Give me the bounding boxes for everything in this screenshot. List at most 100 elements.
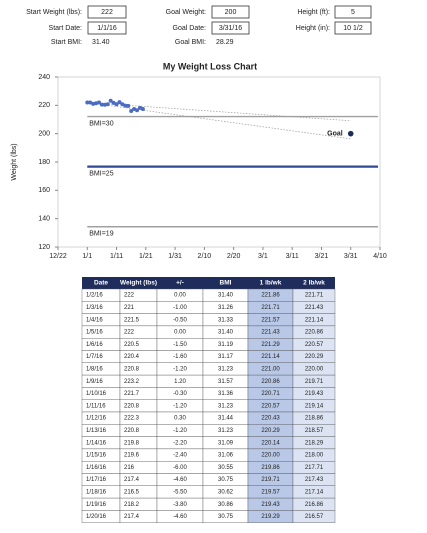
x-tick-label: 1/21 bbox=[139, 253, 153, 260]
weight-point bbox=[85, 100, 90, 105]
table-cell-text: 216.57 bbox=[305, 514, 324, 520]
y-tick-label: 200 bbox=[38, 131, 50, 138]
chart-title: My Weight Loss Chart bbox=[163, 61, 257, 71]
weight-point bbox=[129, 109, 134, 113]
table-cell-text: 1/20/16 bbox=[86, 514, 107, 520]
table-cell-text: 216 bbox=[124, 465, 135, 471]
table-cell-text: 0.30 bbox=[174, 416, 186, 422]
table-cell-text: 218.86 bbox=[305, 416, 324, 422]
table-cell-text: 1/16/16 bbox=[86, 465, 107, 471]
input-value: 28.29 bbox=[216, 39, 234, 46]
weight-point bbox=[114, 102, 119, 107]
table-header-cell: Weight (lbs) bbox=[120, 280, 157, 287]
input-box bbox=[211, 5, 250, 19]
table-cell-text: 1/18/16 bbox=[86, 490, 107, 496]
table-cell-text: 1/3/16 bbox=[86, 305, 103, 311]
table-cell-text: -1.20 bbox=[173, 428, 187, 434]
table-cell-text: 218.57 bbox=[305, 428, 324, 434]
weight-point bbox=[126, 103, 131, 108]
y-tick-label: 120 bbox=[38, 244, 50, 251]
table-cell-text: 221.7 bbox=[124, 391, 140, 397]
table-cell-text: 30.55 bbox=[218, 465, 234, 471]
table-cell-text: 220.86 bbox=[261, 379, 280, 385]
table-cell-text: 30.86 bbox=[218, 502, 234, 508]
input-value: 31.40 bbox=[92, 39, 110, 46]
table-cell-text: 31.57 bbox=[218, 379, 234, 385]
table-cell-text: 31.44 bbox=[218, 416, 234, 422]
goal-label: Goal bbox=[327, 131, 343, 138]
table-cell-text: -1.20 bbox=[173, 367, 187, 373]
weight-point bbox=[135, 108, 140, 113]
table-cell-text: -1.50 bbox=[173, 342, 187, 348]
table-cell-text: 219.8 bbox=[124, 440, 140, 446]
table-cell-text: 1/7/16 bbox=[86, 354, 103, 360]
table-cell-text: 30.75 bbox=[218, 514, 234, 520]
table-cell-text: 221.14 bbox=[305, 317, 324, 323]
table-cell-text: 219.14 bbox=[305, 403, 324, 409]
table-cell-text: 220.8 bbox=[124, 367, 140, 373]
table-cell-text: 220.86 bbox=[305, 330, 324, 336]
x-tick-label: 2/20 bbox=[227, 253, 241, 260]
table-cell-text: -6.00 bbox=[173, 465, 187, 471]
table-cell-text: 222.3 bbox=[124, 416, 140, 422]
x-tick-label: 3/1 bbox=[258, 253, 268, 260]
table-cell-text: 31.26 bbox=[218, 305, 234, 311]
table-cell-text: 219.43 bbox=[305, 391, 324, 397]
goal-point bbox=[347, 130, 354, 137]
table-cell-text: 1/13/16 bbox=[86, 428, 107, 434]
table-cell-text: -1.00 bbox=[173, 305, 187, 311]
table-cell-text: 31.19 bbox=[218, 342, 234, 348]
weight-point bbox=[99, 102, 104, 107]
table-cell-text: 220.5 bbox=[124, 342, 140, 348]
table-cell-text: 30.62 bbox=[218, 490, 234, 496]
table-cell-text: -3.80 bbox=[173, 502, 187, 508]
table-cell-text: 31.23 bbox=[218, 367, 234, 373]
table-cell-text: 31.40 bbox=[218, 293, 234, 299]
input-label: Height (ft): bbox=[297, 9, 330, 16]
table-header-cell: 1 lb/wk bbox=[260, 280, 282, 287]
table-cell-text: 217.4 bbox=[124, 477, 140, 483]
table-cell-text: 218.00 bbox=[305, 453, 324, 459]
input-value: 222 bbox=[101, 9, 113, 16]
table-cell-text: -2.20 bbox=[173, 440, 187, 446]
table-cell-text: 31.23 bbox=[218, 428, 234, 434]
table-cell-text: 221.43 bbox=[305, 305, 324, 311]
table-header-cell: Date bbox=[94, 280, 108, 287]
table-cell-text: 31.36 bbox=[218, 391, 234, 397]
table-cell-text: 1.20 bbox=[174, 379, 186, 385]
table-cell-text: 221.57 bbox=[261, 317, 280, 323]
input-label: Start BMI: bbox=[51, 39, 82, 46]
input-value: 3/31/16 bbox=[219, 25, 242, 32]
table-cell-text: 217.43 bbox=[305, 477, 324, 483]
table-cell-text: 1/9/16 bbox=[86, 379, 103, 385]
table-cell-text: 217.14 bbox=[305, 490, 324, 496]
table-cell-text: 221.86 bbox=[261, 293, 280, 299]
x-tick-label: 2/10 bbox=[198, 253, 212, 260]
table-cell-text: 30.75 bbox=[218, 477, 234, 483]
table-cell-text: 31.33 bbox=[218, 317, 234, 323]
table-cell-text: 219.57 bbox=[261, 490, 280, 496]
table-cell-text: 1/5/16 bbox=[86, 330, 103, 336]
input-label: Start Weight (lbs): bbox=[26, 9, 82, 16]
input-label: Goal Date: bbox=[173, 25, 207, 32]
table-cell-text: 222 bbox=[124, 330, 135, 336]
table-cell-text: 217.4 bbox=[124, 514, 140, 520]
x-tick-label: 4/10 bbox=[373, 253, 387, 260]
bmi-label: BMI=25 bbox=[89, 170, 113, 177]
table-cell-text: 0.00 bbox=[174, 330, 186, 336]
table-cell-text: 220.00 bbox=[261, 453, 280, 459]
bmi-label: BMI=30 bbox=[89, 120, 113, 127]
table-cell-text: 219.6 bbox=[124, 453, 140, 459]
input-value: 5 bbox=[351, 9, 355, 16]
weight-point bbox=[123, 103, 128, 108]
table-cell-text: 31.23 bbox=[218, 403, 234, 409]
table-cell-text: 220.8 bbox=[124, 403, 140, 409]
trend-line bbox=[87, 102, 351, 140]
input-label: Goal BMI: bbox=[175, 39, 206, 46]
table-cell-text: 222 bbox=[124, 293, 135, 299]
table-cell-text: 217.71 bbox=[305, 465, 324, 471]
weight-point bbox=[117, 100, 122, 105]
table-cell-text: 221.43 bbox=[261, 330, 280, 336]
x-tick-label: 3/31 bbox=[344, 253, 358, 260]
